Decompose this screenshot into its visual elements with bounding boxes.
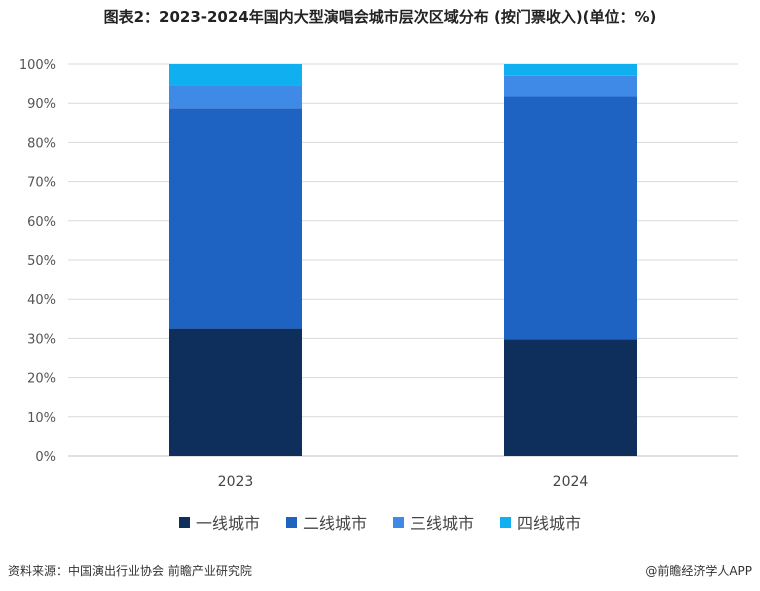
- y-tick-label: 0%: [35, 450, 56, 465]
- legend-swatch: [285, 516, 297, 528]
- bar-segment: [169, 64, 302, 86]
- y-tick-label: 100%: [19, 58, 56, 73]
- stacked-bar-chart: 0% 10% 20% 30% 40% 50% 60% 70% 80% 90% 100% 2023 202…: [19, 58, 738, 490]
- chart-title: 图表2：2023-2024年国内大型演唱会城市层次区域分布 (按门票收入)(单位…: [103, 8, 657, 26]
- legend-label: 三线城市: [410, 514, 475, 533]
- y-tick-label: 90%: [27, 97, 56, 112]
- y-tick-label: 30%: [27, 332, 56, 347]
- bar-segment: [504, 96, 637, 340]
- x-tick-label: 2024: [553, 474, 589, 490]
- legend-swatch: [393, 516, 404, 528]
- y-tick-label: 70%: [27, 176, 56, 191]
- legend-label: 四线城市: [517, 514, 582, 533]
- legend-item: 三线城市: [393, 510, 474, 534]
- bar-segment: [169, 85, 302, 109]
- bar-segment: [169, 328, 302, 456]
- legend-label: 二线城市: [302, 514, 367, 533]
- legend: 一线城市 二线城市 三线城市 四线城市: [0, 510, 760, 534]
- legend-item: 四线城市: [500, 510, 581, 534]
- legend-swatch: [500, 516, 512, 528]
- legend-item: 二线城市: [285, 510, 367, 534]
- legend-item: 一线城市: [178, 510, 260, 534]
- legend-swatch: [178, 516, 190, 528]
- bar-segment: [504, 75, 637, 97]
- y-tick-label: 20%: [27, 372, 56, 387]
- y-tick-label: 40%: [27, 293, 56, 308]
- x-tick-label: 2023: [218, 474, 254, 490]
- y-tick-label: 50%: [27, 254, 56, 269]
- y-tick-label: 10%: [27, 411, 56, 426]
- bar-segment: [169, 108, 302, 329]
- bar-segment: [504, 64, 637, 76]
- brand-note: @前瞻经济学人APP: [645, 564, 752, 578]
- source-note: 资料来源：中国演出行业协会 前瞻产业研究院: [8, 564, 252, 578]
- y-tick-label: 80%: [27, 136, 56, 151]
- y-tick-label: 60%: [27, 215, 56, 230]
- legend-label: 一线城市: [195, 514, 260, 533]
- bar-segment: [504, 339, 637, 456]
